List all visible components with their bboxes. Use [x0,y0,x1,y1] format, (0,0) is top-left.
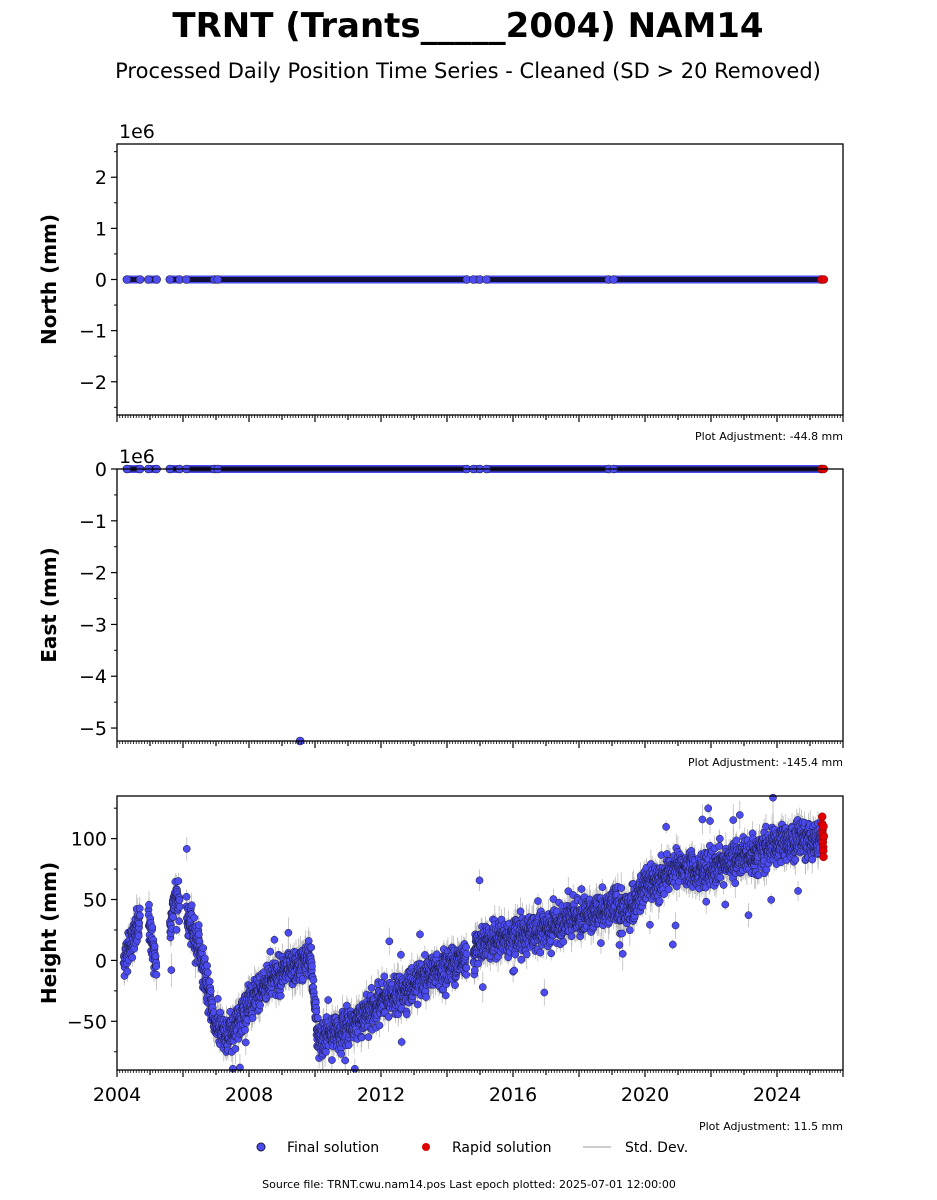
final-solution-point [122,275,132,284]
final-solution-point [205,977,214,986]
chart-title: TRNT (Trants_____2004) NAM14 [172,6,763,46]
final-solution-point [206,987,215,995]
final-solution-point [270,935,279,944]
final-solution-point [236,1063,244,1072]
final-solution-point [144,275,153,284]
final-solution-point [152,962,161,971]
final-solution-point [150,942,159,951]
final-solution-point [190,913,199,922]
ytick-label: −5 [79,718,107,740]
final-solution-point [482,275,491,284]
east-points-layer [122,464,829,746]
final-solution-point [199,944,208,952]
north-panel: −2 −1 0 1 2 North (mm) 1e6 Plot Adjustment: … [37,121,844,443]
final-solution-point [182,892,191,901]
final-solution-point [187,901,196,910]
east-offset-text: 1e6 [119,446,155,468]
ytick-label: −2 [79,563,107,585]
final-solution-point [609,275,618,284]
north-ticks: −2 −1 0 1 2 [79,151,844,422]
final-solution-point [165,275,175,284]
east-ylabel: East (mm) [37,547,61,663]
height-points-layer [119,793,829,1073]
final-solution-point [135,904,144,913]
ytick-label: −2 [79,372,107,394]
east-ticks: −5 −4 −3 −2 −1 0 [79,459,844,748]
final-solution-point [203,961,211,970]
north-plot-adjustment: Plot Adjustment: -44.8 mm [695,430,843,443]
final-solution-point [152,275,161,284]
east-plot-frame [116,468,844,742]
final-solution-point [151,952,160,961]
final-solution-point [148,923,157,932]
final-solution-point [248,1014,257,1022]
ytick-label: 2 [95,167,107,189]
final-solution-point [241,1026,249,1034]
final-solution-point [175,896,184,904]
final-solution-point [195,930,203,939]
ytick-label: −4 [79,666,107,688]
final-solution-point [169,913,177,921]
final-solution-point [194,921,203,929]
final-solution-point [145,900,153,909]
ytick-label: −1 [79,511,107,533]
final-solution-point [203,968,212,977]
east-plot-adjustment: Plot Adjustment: -145.4 mm [688,756,843,769]
final-solution-point [135,275,145,284]
east-panel: −5 −4 −3 −2 −1 0 East (mm) 1e6 Plot Adjustmen… [37,446,844,769]
chart-subtitle: Processed Daily Position Time Series - C… [115,59,821,83]
ytick-label: 1 [95,218,107,240]
ytick-label: −3 [79,614,107,636]
north-points-layer [122,275,829,284]
north-ylabel: North (mm) [37,214,61,345]
final-solution-point [174,877,183,885]
final-solution-point [201,954,209,963]
final-solution-point [213,994,222,1003]
final-solution-point [167,966,176,974]
final-solution-point [231,1044,240,1053]
ytick-label: 0 [95,270,107,292]
final-solution-point [123,967,132,976]
final-solution-point [256,1001,264,1009]
final-solution-point [182,845,191,853]
rapid-solution-point [819,275,829,284]
final-solution-point [128,953,137,962]
final-solution-point [241,1038,250,1047]
final-solution-point [134,932,143,940]
north-offset-text: 1e6 [119,121,155,143]
final-solution-point [172,926,181,934]
final-solution-point [182,275,191,284]
final-solution-point [175,902,184,911]
final-solution-point [152,970,161,979]
ytick-label: −1 [79,321,107,343]
final-solution-point [266,947,275,956]
final-solution-point [136,911,144,920]
final-solution-point [213,275,222,284]
final-solution-point [175,917,183,926]
ytick-label: 0 [95,459,107,481]
